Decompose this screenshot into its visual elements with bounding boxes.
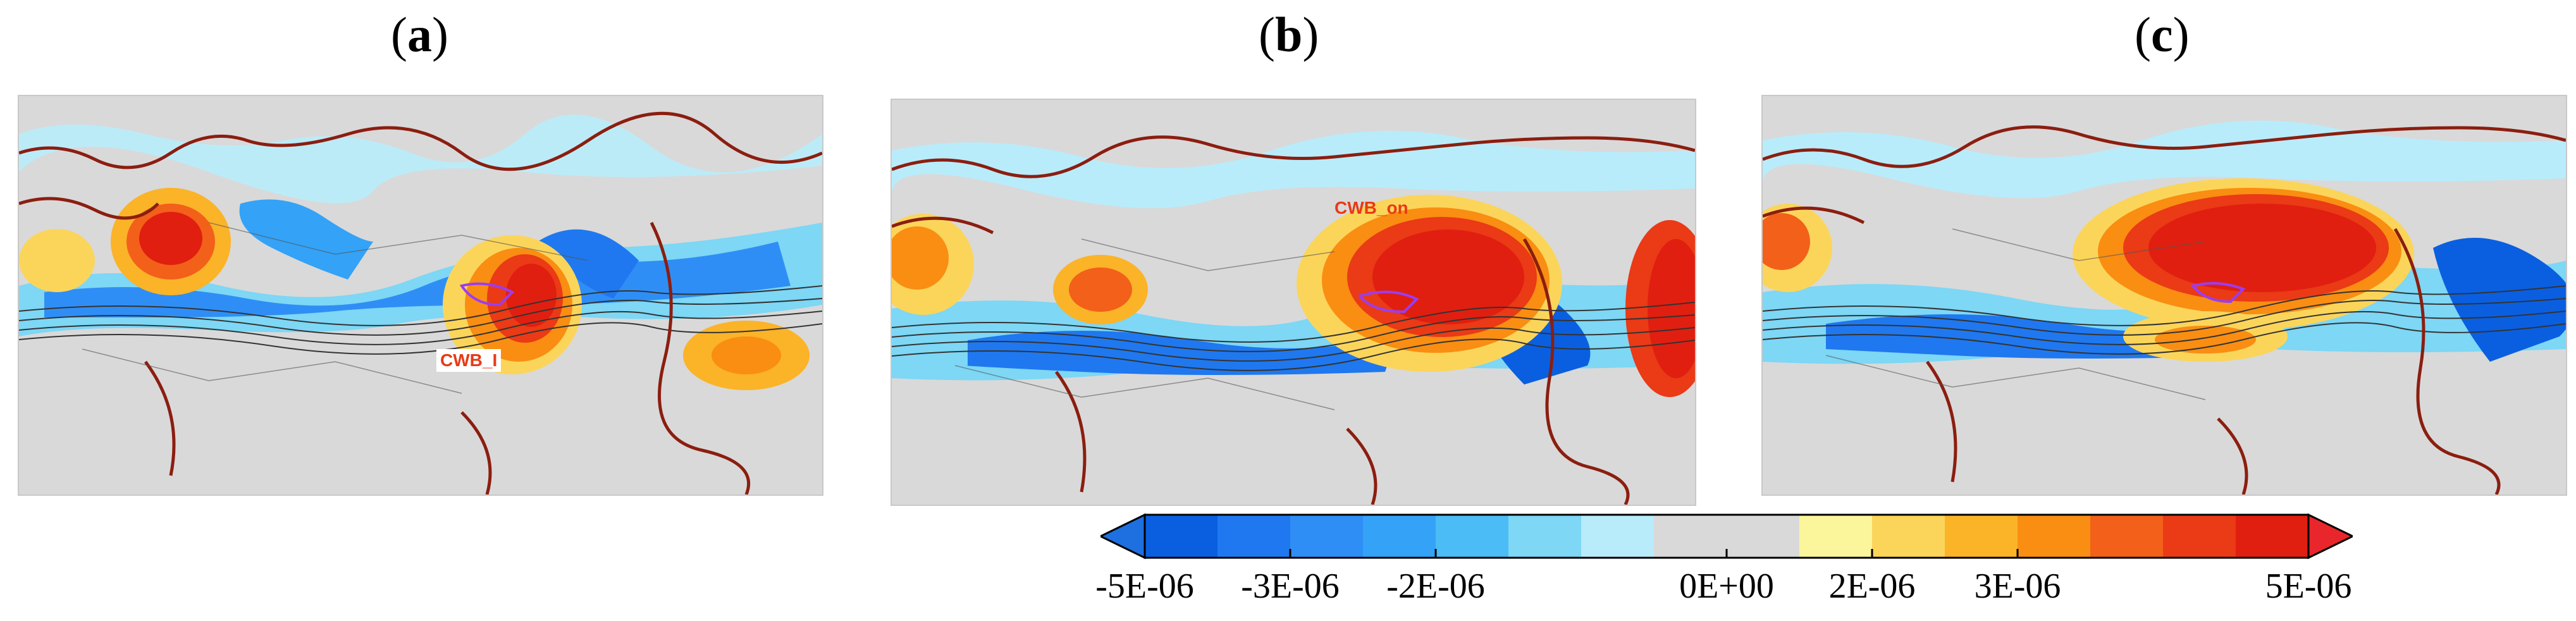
colorbar-over-arrow [2307,513,2355,560]
colorbar-tick-label: -5E-06 [1095,567,1194,606]
map-panel-a: CWB_I [18,95,823,496]
colorbar-swatch [1727,515,1800,558]
panel-label-b: (b) [1259,7,1319,62]
colorbar-svg [1098,513,2355,560]
annotation-cwb-i: CWB_I [436,349,502,372]
colorbar-swatch [1581,515,1655,558]
colorbar-swatch [2163,515,2236,558]
colorbar-tick-label: 0E+00 [1679,567,1774,606]
panel-label-c: (c) [2135,7,2190,62]
colorbar-swatch [1508,515,1582,558]
colorbar-tick-label: 3E-06 [1974,567,2061,606]
map-panel-b: CWB_on [891,99,1696,506]
colorbar-swatch [2236,515,2309,558]
colorbar-swatch [1799,515,1873,558]
map-panel-c [1761,95,2567,496]
colorbar-swatch [1945,515,2018,558]
colorbar-swatch [1363,515,1436,558]
colorbar-tick-label: 5E-06 [2265,567,2352,606]
colorbar-tick-label: 2E-06 [1828,567,1916,606]
colorbar-under-arrow [1098,513,1146,560]
colorbar-swatch [1145,515,1218,558]
colorbar-tick-label: -2E-06 [1386,567,1485,606]
colorbar-swatch [1436,515,1509,558]
colorbar-tick-label: -3E-06 [1241,567,1340,606]
colorbar-swatch [1290,515,1364,558]
colorbar-swatch [1654,515,1727,558]
colorbar-swatch [2090,515,2164,558]
colorbar-swatch [1872,515,1945,558]
colorbar [1098,513,2355,560]
colorbar-swatch [1217,515,1291,558]
colorbar-swatch [2018,515,2091,558]
annotation-cwb-on: CWB_on [1334,198,1408,218]
panel-label-a: (a) [391,7,448,62]
